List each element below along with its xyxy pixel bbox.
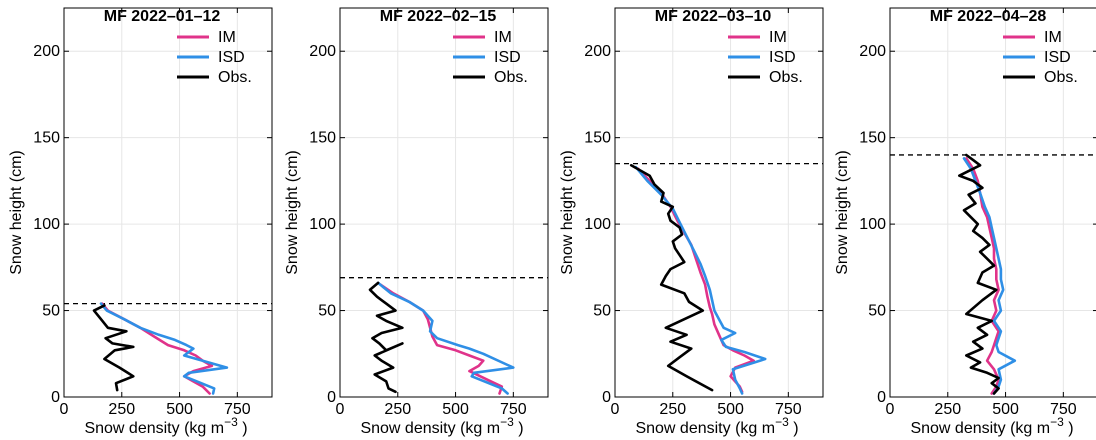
x-tick-label: 750 [775, 401, 802, 418]
x-tick-label: 500 [992, 401, 1019, 418]
x-axis-label: Snow density (kg m−3 ) [84, 415, 247, 437]
panel-title: MF 2022–03–10 [655, 8, 772, 25]
y-tick-label: 200 [859, 43, 886, 60]
data-area [64, 302, 272, 395]
x-tick-label: 750 [500, 401, 527, 418]
x-tick-label: 750 [224, 401, 251, 418]
x-axis-label-close: ) [1064, 420, 1074, 437]
x-tick-label: 500 [442, 401, 469, 418]
x-axis-label-main: Snow density (kg m [360, 420, 500, 437]
panel-3: 0 250 500 750 0 50 100 150 200 MF 2022–03–10 IM ISD… [559, 7, 824, 437]
x-axis-label-main: Snow density (kg m [910, 420, 1050, 437]
y-axis-label: Snow height (cm) [834, 150, 851, 275]
x-axis-label: Snow density (kg m−3 ) [635, 415, 798, 437]
y-tick-label: 100 [33, 216, 60, 233]
y-tick-label: 0 [602, 389, 611, 406]
x-axis-label-close: ) [789, 420, 799, 437]
panel-1: 0 250 500 750 0 50 100 150 200 MF 2022–01–12 IM ISD… [8, 7, 273, 437]
series-line-isd [634, 165, 767, 395]
legend-label-obs: Obs. [494, 69, 528, 86]
series-line-isd [99, 302, 229, 395]
x-tick-label: 750 [1050, 401, 1077, 418]
panel-2: 0 250 500 750 0 50 100 150 200 MF 2022–02–15 IM ISD… [284, 7, 549, 437]
series-line-obs [957, 153, 1000, 395]
y-axis-label: Snow height (cm) [8, 150, 25, 275]
panel-4: 0 250 500 750 0 50 100 150 200 MF 2022–04–28 IM ISD… [834, 7, 1096, 437]
series-line-im [964, 157, 1000, 395]
x-axis-label-main: Snow density (kg m [84, 420, 224, 437]
series-line-im [636, 167, 756, 394]
x-axis-label-exponent: −3 [1050, 415, 1064, 429]
x-tick-label: 0 [336, 401, 345, 418]
series-line-isd [376, 281, 515, 395]
data-area [615, 162, 823, 395]
x-axis-label-main: Snow density (kg m [635, 420, 775, 437]
x-axis-label: Snow density (kg m−3 ) [360, 415, 523, 437]
y-tick-label: 100 [584, 216, 611, 233]
panel-title: MF 2022–04–28 [930, 8, 1047, 25]
axes-frame [614, 7, 824, 398]
data-area [890, 153, 1096, 395]
y-axis-label: Snow height (cm) [559, 150, 576, 275]
y-tick-label: 50 [593, 303, 611, 320]
series-line-isd [962, 157, 1017, 395]
axes-frame [339, 7, 549, 398]
legend-label-obs: Obs. [218, 69, 252, 86]
y-axis-label: Snow height (cm) [284, 150, 301, 275]
legend-label-isd: ISD [769, 49, 796, 66]
y-tick-label: 150 [309, 130, 336, 147]
x-tick-label: 0 [611, 401, 620, 418]
x-axis-label-exponent: −3 [224, 415, 238, 429]
x-axis-label: Snow density (kg m−3 ) [910, 415, 1073, 437]
y-tick-label: 150 [33, 130, 60, 147]
x-tick-label: 250 [384, 401, 411, 418]
legend-label-im: IM [769, 29, 787, 46]
legend-label-isd: ISD [1044, 49, 1071, 66]
y-tick-label: 50 [42, 303, 60, 320]
legend-label-im: IM [1044, 29, 1062, 46]
axes-frame [63, 7, 273, 398]
x-tick-label: 500 [717, 401, 744, 418]
x-tick-label: 500 [166, 401, 193, 418]
y-tick-label: 0 [877, 389, 886, 406]
y-tick-label: 50 [318, 303, 336, 320]
legend-label-obs: Obs. [1044, 69, 1078, 86]
x-axis-label-exponent: −3 [500, 415, 514, 429]
panel-title: MF 2022–01–12 [104, 8, 221, 25]
x-axis-label-close: ) [514, 420, 524, 437]
series-line-obs [629, 164, 714, 392]
y-tick-label: 200 [309, 43, 336, 60]
x-tick-label: 0 [60, 401, 69, 418]
x-tick-label: 250 [934, 401, 961, 418]
legend-label-obs: Obs. [769, 69, 803, 86]
x-axis-label-exponent: −3 [775, 415, 789, 429]
y-tick-label: 200 [33, 43, 60, 60]
x-tick-label: 0 [886, 401, 895, 418]
y-tick-label: 0 [327, 389, 336, 406]
x-tick-label: 250 [659, 401, 686, 418]
data-area [340, 277, 548, 395]
legend-label-im: IM [218, 29, 236, 46]
legend-label-im: IM [494, 29, 512, 46]
x-tick-label: 250 [108, 401, 135, 418]
series-line-obs [92, 304, 135, 392]
y-tick-label: 150 [859, 130, 886, 147]
series-line-obs [368, 281, 404, 394]
legend-label-isd: ISD [494, 49, 521, 66]
y-tick-label: 100 [309, 216, 336, 233]
panel-title: MF 2022–02–15 [380, 8, 497, 25]
y-tick-label: 0 [51, 389, 60, 406]
y-tick-label: 100 [859, 216, 886, 233]
y-tick-label: 50 [868, 303, 886, 320]
legend-label-isd: ISD [218, 49, 245, 66]
x-axis-label-close: ) [238, 420, 248, 437]
y-tick-label: 150 [584, 130, 611, 147]
axes-frame [889, 7, 1096, 398]
y-tick-label: 200 [584, 43, 611, 60]
